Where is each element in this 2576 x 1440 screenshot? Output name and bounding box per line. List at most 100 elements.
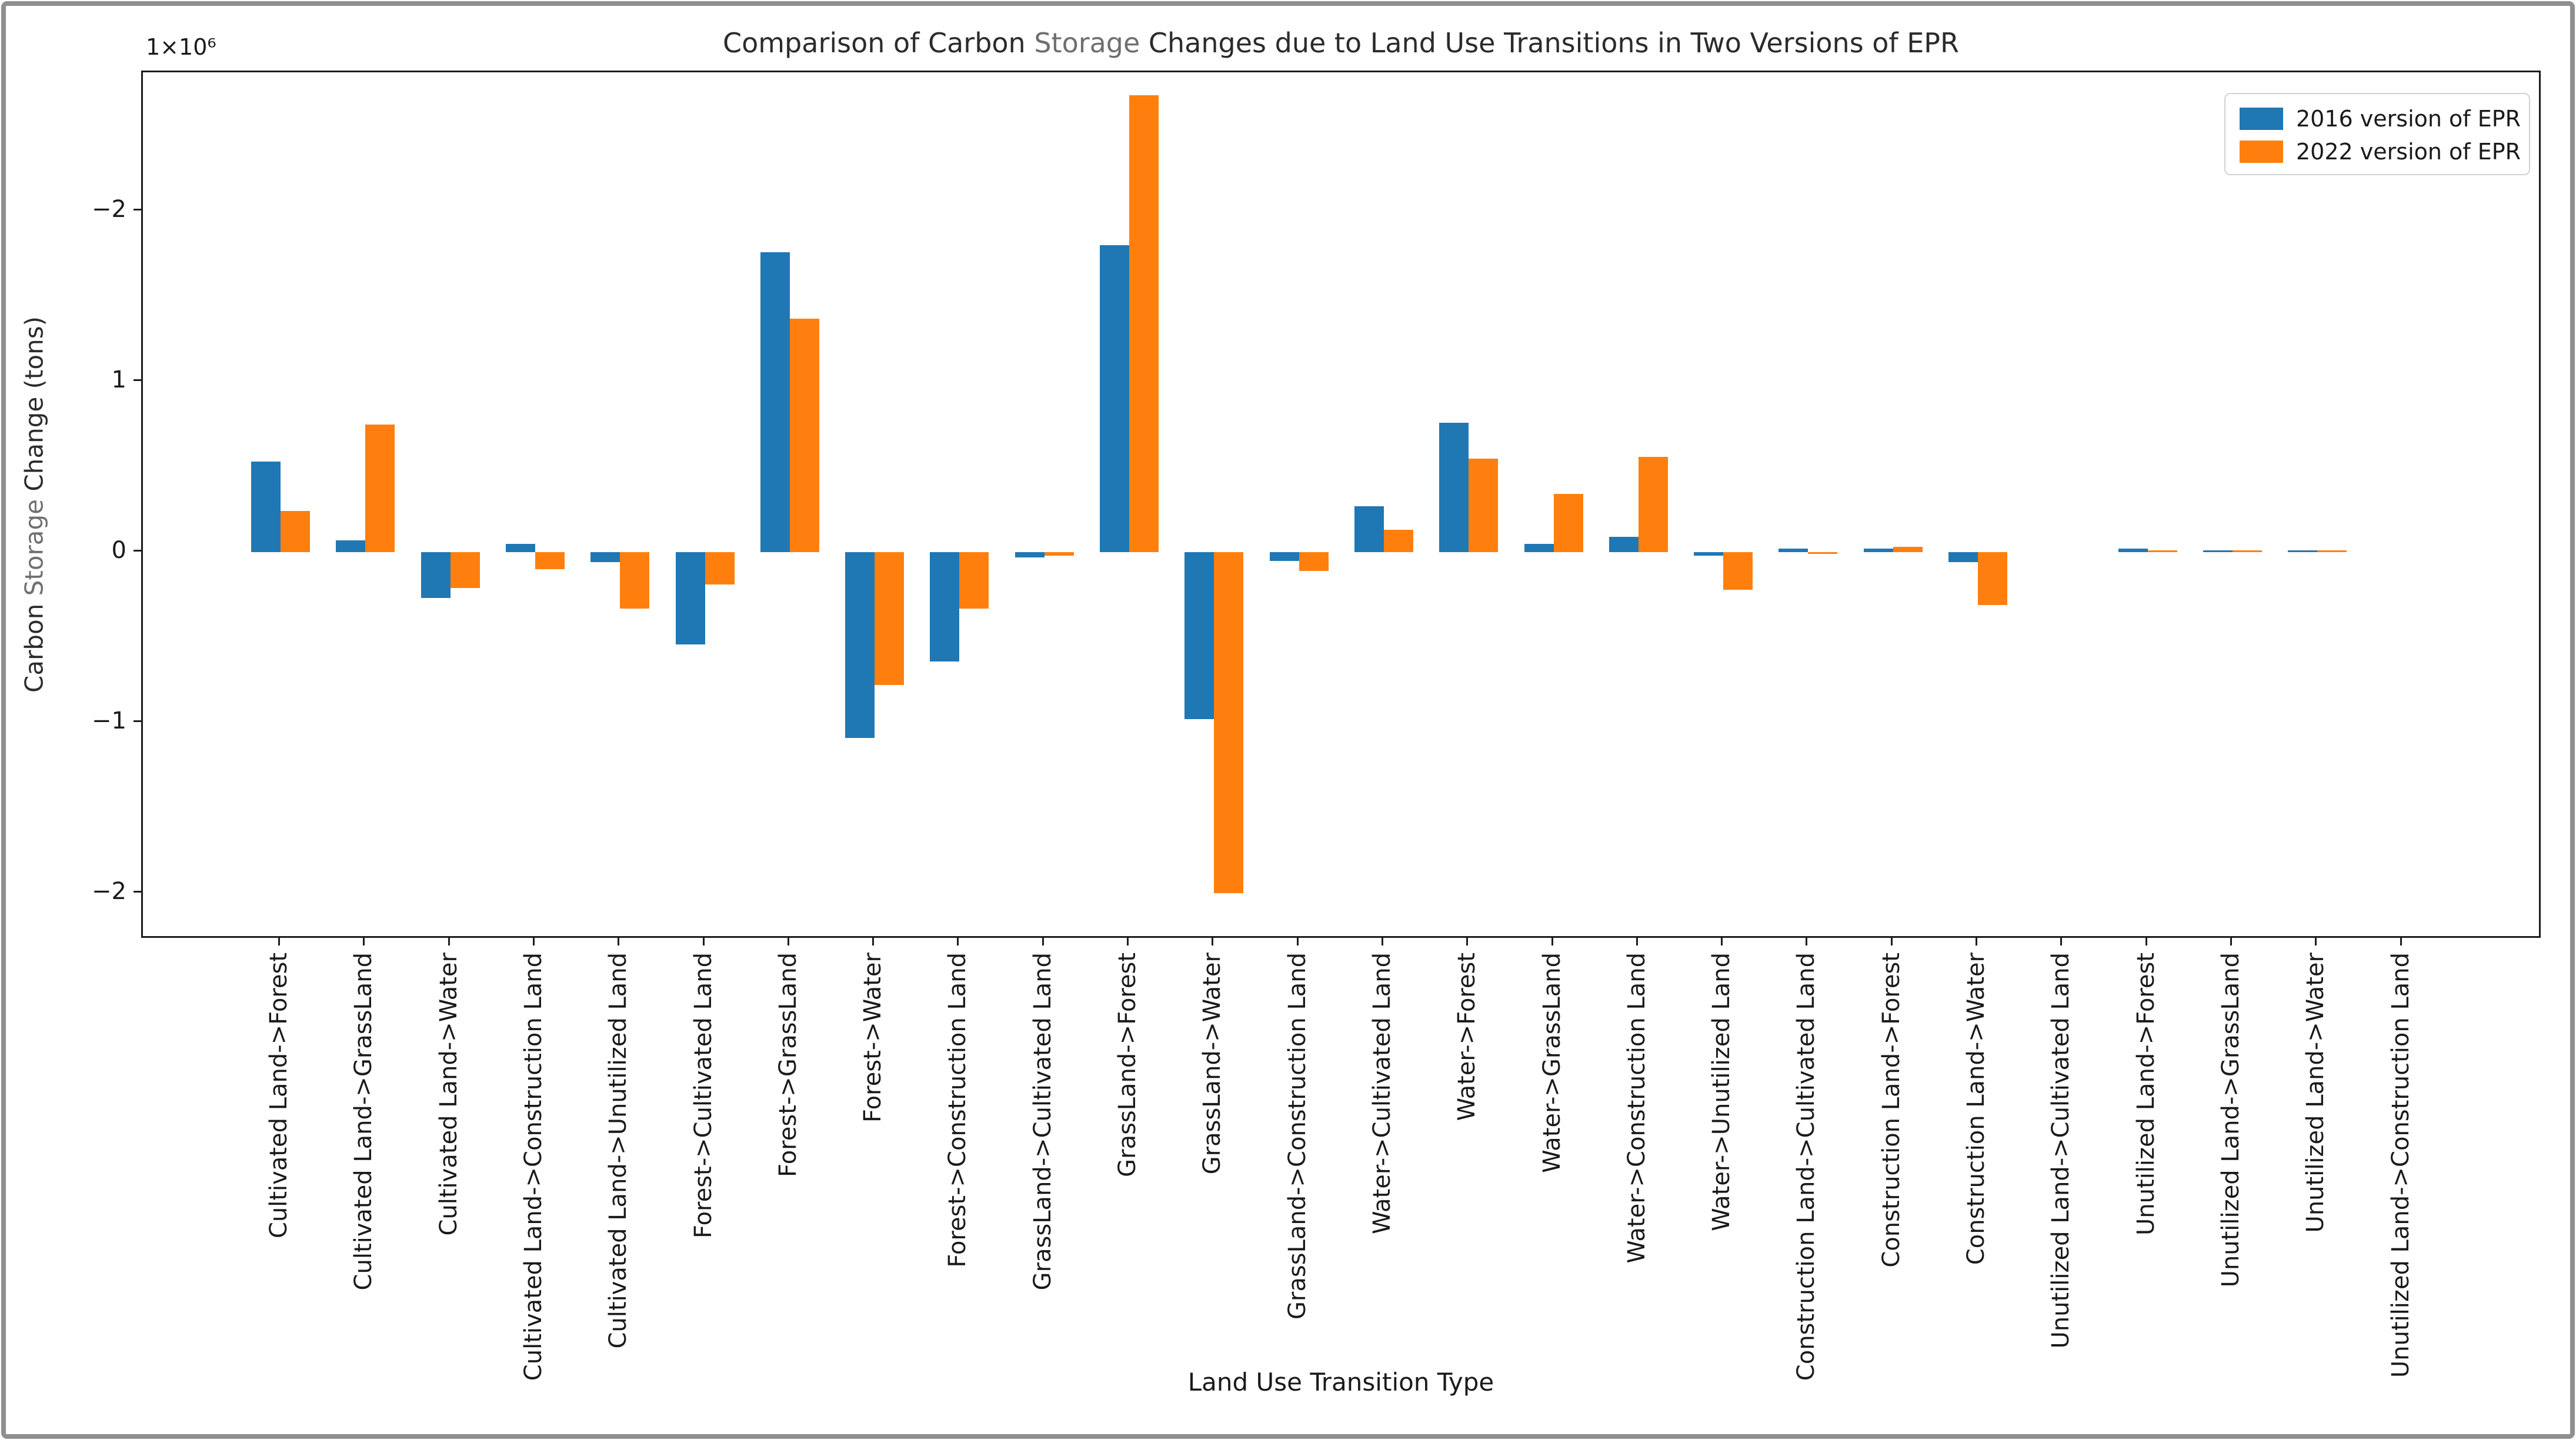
- x-tick-label: Forest->GrassLand: [774, 953, 802, 1177]
- bar-series1: [421, 552, 451, 599]
- title-text-gray: Storage: [1034, 27, 1140, 59]
- chart-title: Comparison of Carbon Storage Changes due…: [141, 27, 2541, 59]
- x-tick-mark: [702, 938, 705, 945]
- x-tick-mark: [787, 938, 789, 945]
- x-tick-mark: [532, 938, 535, 945]
- bar-series1: [1778, 549, 1808, 552]
- x-tick-mark: [872, 938, 875, 945]
- bar-series1: [1609, 536, 1639, 552]
- bar-series2: [705, 552, 735, 585]
- x-tick-mark: [2145, 938, 2147, 945]
- bar-series1: [1694, 552, 1724, 556]
- x-tick-mark: [448, 938, 450, 945]
- bar-series2: [1129, 95, 1159, 552]
- legend-entry: 2022 version of EPR: [2240, 135, 2529, 168]
- bar-series1: [251, 462, 281, 552]
- y-tick-label: 1: [111, 366, 126, 393]
- x-tick-mark: [2315, 938, 2317, 945]
- x-tick-label: Water->Construction Land: [1623, 953, 1650, 1264]
- bar-series1: [1269, 552, 1299, 561]
- x-tick-label: Unutilized Land->Cultivated Land: [2047, 953, 2075, 1349]
- x-tick-label: Water->Unutilized Land: [1708, 953, 1736, 1231]
- bar-series1: [1863, 549, 1893, 552]
- y-tick-label: −2: [92, 196, 126, 223]
- bar-series2: [1638, 456, 1668, 552]
- bar-series2: [1214, 552, 1244, 893]
- y-tick-mark: [134, 891, 141, 893]
- bar-series2: [2317, 550, 2347, 552]
- bar-series2: [1044, 552, 1074, 556]
- x-tick-mark: [1296, 938, 1299, 945]
- x-tick-mark: [1212, 938, 1214, 945]
- x-tick-mark: [278, 938, 280, 945]
- legend-swatch: [2240, 108, 2283, 130]
- y-axis-label: Carbon Storage Change (tons): [20, 316, 49, 693]
- x-tick-label: Cultivated Land->Forest: [265, 953, 292, 1239]
- title-text-post: Changes due to Land Use Transitions in T…: [1140, 27, 1960, 59]
- bar-series1: [336, 540, 366, 552]
- x-tick-mark: [957, 938, 959, 945]
- bar-series2: [875, 552, 905, 686]
- x-tick-mark: [1042, 938, 1044, 945]
- x-tick-mark: [1381, 938, 1383, 945]
- bar-series2: [1978, 552, 2007, 605]
- bar-series2: [450, 552, 480, 588]
- bar-series1: [2118, 549, 2148, 552]
- x-tick-label: Water->GrassLand: [1538, 953, 1566, 1173]
- x-axis-label: Land Use Transition Type: [1187, 1368, 1494, 1396]
- x-tick-label: Construction Land->Cultivated Land: [1793, 953, 1820, 1381]
- bar-series1: [1015, 552, 1045, 557]
- bar-series1: [1100, 245, 1129, 552]
- bar-series1: [1439, 422, 1469, 552]
- x-tick-mark: [1806, 938, 1808, 945]
- x-tick-label: Forest->Cultivated Land: [689, 953, 717, 1239]
- x-tick-mark: [1976, 938, 1977, 945]
- x-tick-label: Cultivated Land->Unutilized Land: [605, 953, 632, 1349]
- bar-series1: [845, 552, 875, 739]
- x-tick-mark: [1636, 938, 1638, 945]
- bar-series2: [1723, 552, 1753, 590]
- y-tick-label: −2: [92, 878, 126, 905]
- bar-series1: [760, 252, 790, 552]
- x-tick-label: Forest->Water: [859, 953, 887, 1122]
- y-tick-label: 0: [111, 537, 126, 564]
- x-tick-mark: [1721, 938, 1723, 945]
- bar-series1: [930, 552, 960, 661]
- ylabel-text-post: Change (tons): [19, 316, 49, 499]
- bar-series2: [365, 424, 395, 552]
- x-tick-mark: [363, 938, 365, 945]
- legend-swatch: [2240, 141, 2283, 163]
- y-tick-mark: [134, 550, 141, 552]
- x-tick-label: Cultivated Land->Water: [435, 953, 462, 1236]
- y-tick-label: −1: [92, 707, 126, 734]
- bar-series1: [2203, 550, 2233, 552]
- x-tick-mark: [1466, 938, 1469, 945]
- x-tick-label: Water->Cultivated Land: [1368, 953, 1396, 1234]
- x-tick-label: GrassLand->Cultivated Land: [1029, 953, 1056, 1291]
- bar-series2: [1808, 552, 1838, 554]
- bar-series1: [505, 543, 535, 552]
- bar-series1: [1184, 552, 1214, 720]
- x-tick-label: GrassLand->Water: [1199, 953, 1226, 1175]
- y-tick-mark: [134, 720, 141, 722]
- x-tick-mark: [1890, 938, 1893, 945]
- bar-series2: [281, 511, 310, 552]
- y-tick-mark: [134, 209, 141, 211]
- x-tick-label: Water->Forest: [1453, 953, 1481, 1121]
- legend-box: 2016 version of EPR 2022 version of EPR: [2224, 93, 2530, 175]
- y-tick-mark: [134, 379, 141, 381]
- x-tick-label: Forest->Construction Land: [944, 953, 972, 1268]
- x-tick-label: Unutilized Land->Water: [2302, 953, 2330, 1233]
- ylabel-text-gray: Storage: [19, 499, 49, 596]
- bar-series2: [1553, 494, 1583, 552]
- bar-series2: [2147, 550, 2177, 552]
- bar-series1: [2288, 550, 2318, 552]
- plot-area: [141, 71, 2541, 938]
- bar-series2: [1893, 547, 1923, 552]
- bar-series1: [1354, 506, 1384, 552]
- x-tick-mark: [2400, 938, 2402, 945]
- bar-series1: [675, 552, 705, 644]
- legend-label: 2022 version of EPR: [2296, 139, 2521, 165]
- x-tick-label: Unutilized Land->Construction Land: [2387, 953, 2414, 1378]
- bar-series1: [590, 552, 620, 563]
